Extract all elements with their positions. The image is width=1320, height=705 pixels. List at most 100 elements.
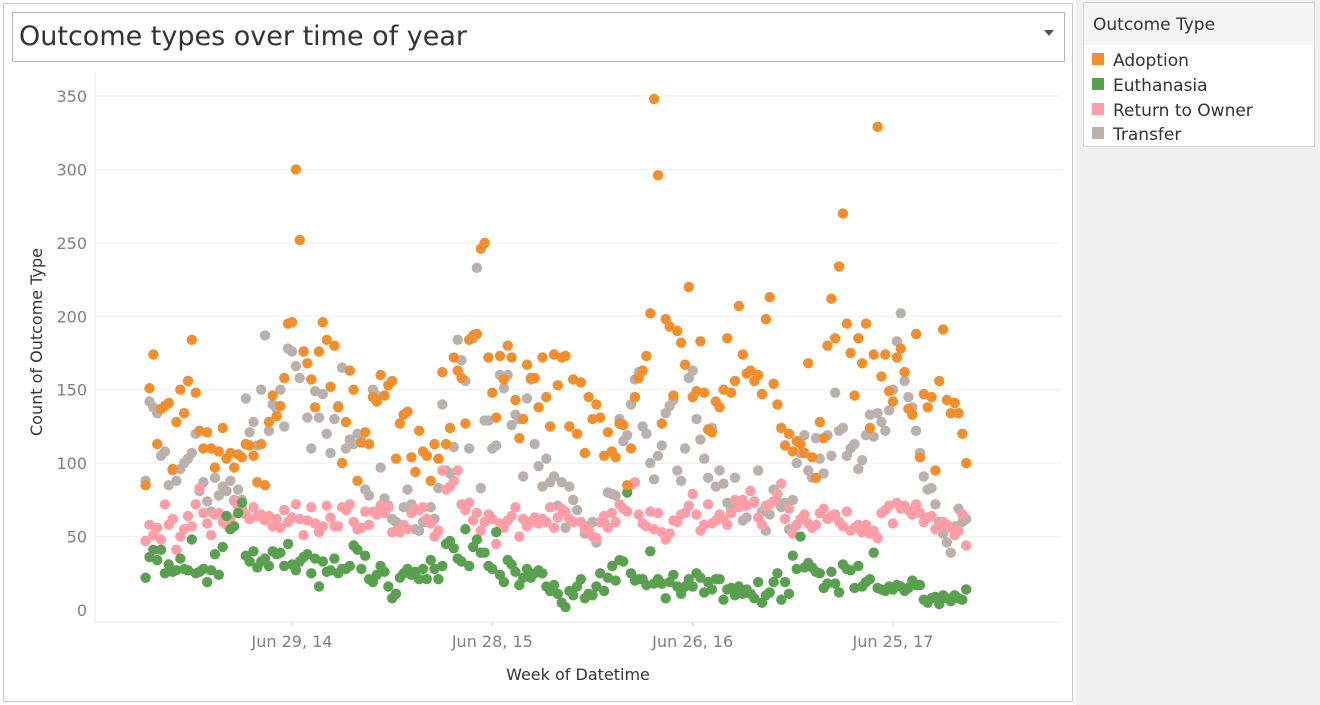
point-adoption[interactable] (883, 386, 895, 397)
point-transfer[interactable] (240, 393, 251, 404)
point-adoption[interactable] (487, 387, 498, 398)
point-euthanasia[interactable] (587, 590, 598, 601)
point-euthanasia[interactable] (448, 543, 459, 554)
point-transfer[interactable] (826, 450, 837, 461)
point-transfer[interactable] (876, 416, 887, 428)
point-transfer[interactable] (202, 496, 213, 507)
point-transfer[interactable] (648, 474, 660, 485)
point-adoption[interactable] (826, 293, 837, 304)
point-adoption[interactable] (483, 352, 494, 363)
point-transfer[interactable] (787, 494, 798, 506)
point-transfer[interactable] (244, 427, 255, 438)
point-adoption[interactable] (317, 317, 328, 328)
point-adoption[interactable] (860, 318, 872, 329)
point-transfer[interactable] (571, 504, 583, 516)
point-transfer[interactable] (687, 365, 698, 376)
point-adoption[interactable] (202, 427, 213, 438)
point-euthanasia[interactable] (159, 568, 171, 579)
point-euthanasia[interactable] (957, 594, 968, 605)
point-adoption[interactable] (930, 465, 941, 476)
point-euthanasia[interactable] (317, 556, 328, 567)
point-return-to-owner[interactable] (548, 522, 560, 533)
point-transfer[interactable] (849, 438, 860, 450)
point-adoption[interactable] (494, 350, 506, 362)
point-euthanasia[interactable] (329, 553, 340, 564)
point-adoption[interactable] (876, 371, 887, 382)
point-adoption[interactable] (390, 453, 402, 464)
point-euthanasia[interactable] (456, 556, 467, 567)
point-adoption[interactable] (440, 438, 452, 450)
point-adoption[interactable] (275, 400, 286, 412)
point-return-to-owner[interactable] (683, 500, 694, 511)
point-adoption[interactable] (830, 333, 841, 344)
point-adoption[interactable] (325, 381, 336, 392)
point-adoption[interactable] (783, 428, 795, 439)
point-adoption[interactable] (506, 352, 517, 363)
point-transfer[interactable] (186, 447, 197, 459)
point-euthanasia[interactable] (217, 541, 228, 553)
point-euthanasia[interactable] (437, 560, 448, 572)
point-transfer[interactable] (868, 431, 879, 442)
point-adoption[interactable] (872, 121, 883, 132)
point-adoption[interactable] (849, 390, 860, 401)
point-euthanasia[interactable] (175, 553, 186, 564)
point-adoption[interactable] (610, 452, 621, 463)
point-return-to-owner[interactable] (799, 509, 810, 520)
point-transfer[interactable] (541, 453, 552, 464)
point-return-to-owner[interactable] (910, 499, 922, 510)
point-transfer[interactable] (560, 522, 571, 533)
point-transfer[interactable] (645, 457, 656, 469)
point-euthanasia[interactable] (521, 563, 533, 575)
point-euthanasia[interactable] (622, 487, 633, 498)
point-adoption[interactable] (853, 333, 864, 344)
point-transfer[interactable] (764, 509, 775, 520)
point-transfer[interactable] (926, 482, 937, 494)
point-return-to-owner[interactable] (286, 512, 298, 523)
point-euthanasia[interactable] (425, 554, 436, 566)
point-euthanasia[interactable] (352, 544, 363, 555)
point-adoption[interactable] (510, 394, 521, 406)
point-euthanasia[interactable] (518, 572, 529, 583)
point-euthanasia[interactable] (491, 527, 502, 538)
point-return-to-owner[interactable] (591, 532, 602, 544)
point-transfer[interactable] (699, 453, 710, 464)
point-return-to-owner[interactable] (363, 519, 375, 530)
point-return-to-owner[interactable] (552, 512, 563, 523)
point-adoption[interactable] (622, 480, 633, 491)
point-euthanasia[interactable] (148, 544, 159, 555)
point-transfer[interactable] (729, 472, 741, 483)
point-adoption[interactable] (899, 366, 910, 378)
point-transfer[interactable] (163, 480, 174, 491)
point-adoption[interactable] (518, 413, 529, 425)
point-euthanasia[interactable] (244, 556, 255, 567)
point-euthanasia[interactable] (718, 594, 729, 605)
point-return-to-owner[interactable] (810, 519, 822, 530)
point-adoption[interactable] (394, 418, 406, 429)
point-euthanasia[interactable] (749, 593, 760, 604)
point-adoption[interactable] (914, 452, 926, 463)
point-adoption[interactable] (810, 472, 822, 483)
point-transfer[interactable] (652, 450, 664, 461)
point-adoption[interactable] (949, 397, 960, 409)
point-return-to-owner[interactable] (837, 521, 849, 532)
point-euthanasia[interactable] (236, 497, 248, 508)
point-euthanasia[interactable] (186, 534, 197, 545)
point-adoption[interactable] (799, 447, 810, 459)
point-adoption[interactable] (891, 352, 903, 363)
point-adoption[interactable] (182, 375, 194, 387)
point-adoption[interactable] (818, 433, 829, 444)
point-return-to-owner[interactable] (417, 502, 429, 513)
point-return-to-owner[interactable] (645, 506, 656, 517)
point-euthanasia[interactable] (209, 549, 221, 560)
point-return-to-owner[interactable] (190, 499, 201, 510)
point-euthanasia[interactable] (914, 579, 926, 591)
point-adoption[interactable] (379, 390, 390, 401)
point-adoption[interactable] (706, 427, 718, 438)
point-transfer[interactable] (691, 413, 702, 425)
point-euthanasia[interactable] (753, 576, 764, 588)
point-adoption[interactable] (833, 261, 845, 272)
point-adoption[interactable] (413, 425, 425, 436)
point-euthanasia[interactable] (961, 584, 972, 595)
point-euthanasia[interactable] (390, 588, 402, 599)
point-euthanasia[interactable] (729, 590, 741, 601)
